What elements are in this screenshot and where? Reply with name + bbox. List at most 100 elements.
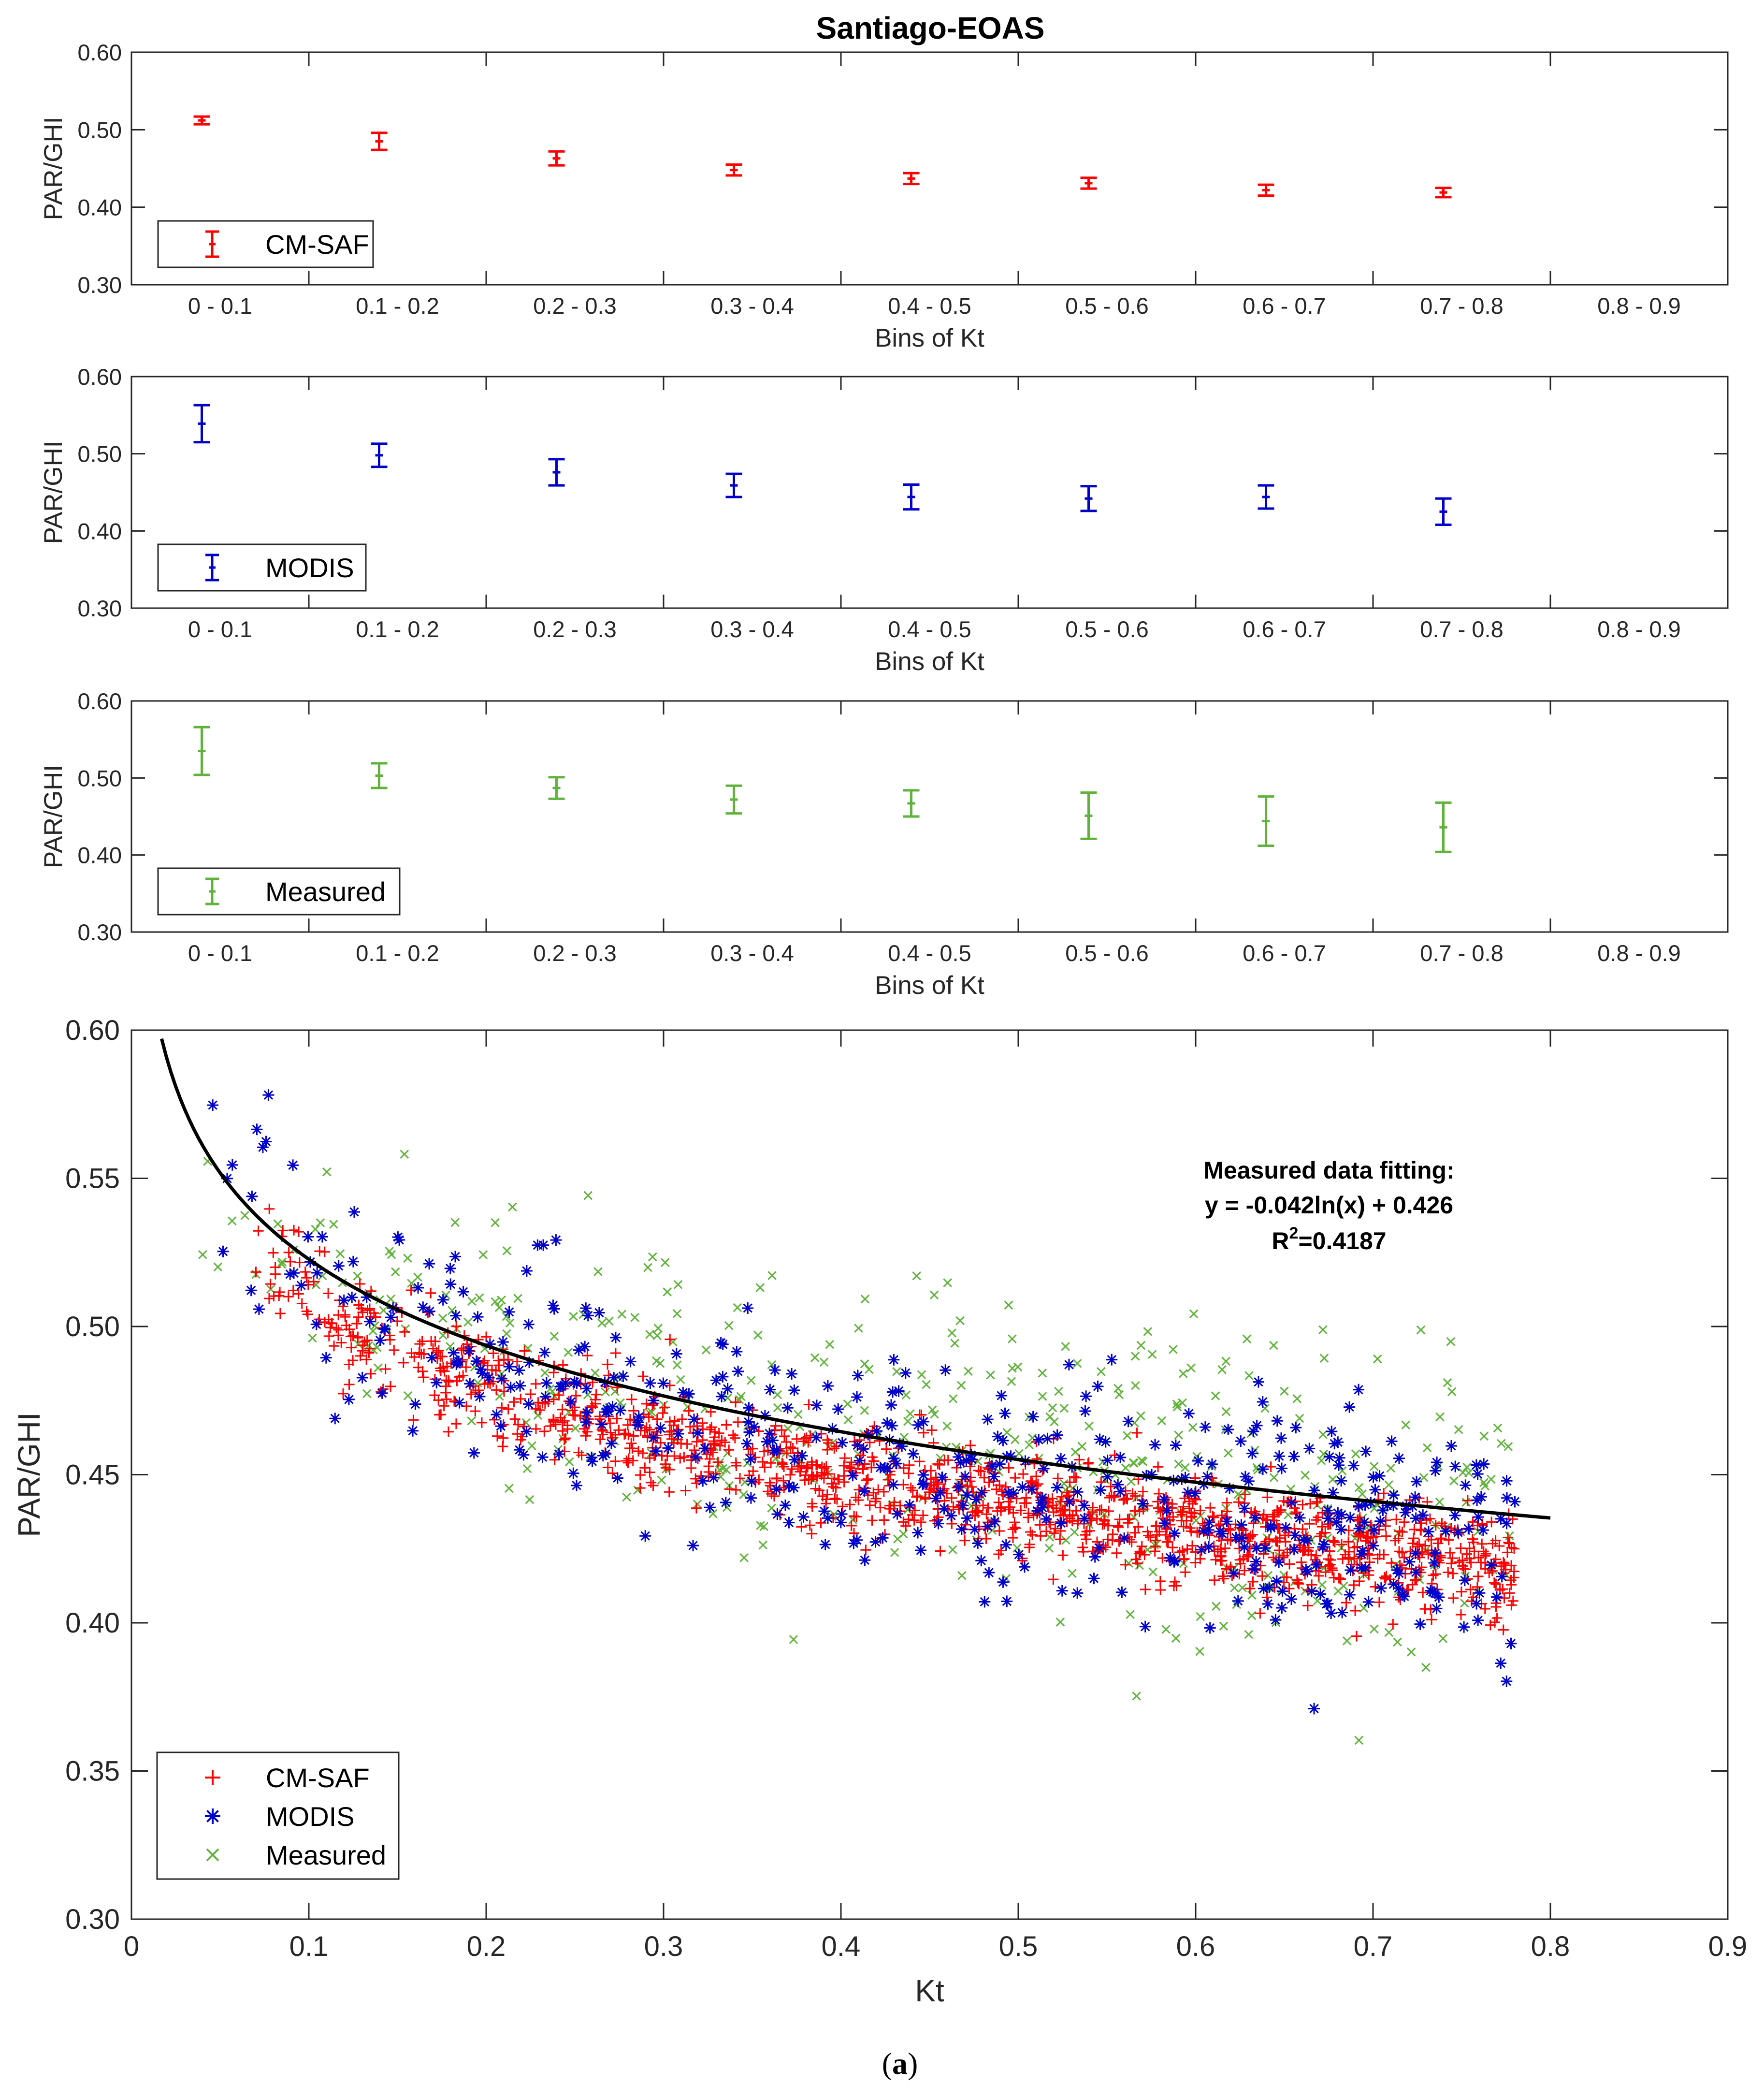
data-point <box>1315 1531 1326 1542</box>
x-tick-label: 0.1 <box>289 1931 329 1962</box>
data-point <box>1308 1703 1320 1715</box>
data-point <box>1332 1507 1344 1519</box>
data-point <box>911 1491 922 1502</box>
data-point <box>1038 1369 1047 1378</box>
data-point <box>677 1386 689 1399</box>
data-point <box>1443 1567 1454 1578</box>
data-point <box>1351 1631 1362 1642</box>
data-point <box>1458 1621 1470 1633</box>
data-point <box>1455 1543 1466 1554</box>
data-point <box>875 1502 886 1513</box>
data-point <box>530 1403 541 1414</box>
legend-box <box>156 1751 400 1880</box>
data-point <box>1247 1426 1259 1438</box>
data-point <box>1388 1618 1399 1630</box>
data-point <box>430 1336 441 1347</box>
data-point <box>437 1294 449 1306</box>
data-point <box>621 1455 632 1466</box>
data-point <box>1179 1472 1191 1484</box>
data-point <box>1051 1429 1063 1441</box>
data-point <box>1221 1516 1233 1528</box>
data-point <box>1428 1557 1440 1569</box>
data-point <box>448 1306 457 1315</box>
x-tick-label: 0.8 - 0.9 <box>1597 940 1680 966</box>
data-point <box>1358 1489 1367 1499</box>
data-point <box>472 1311 484 1323</box>
data-point <box>1478 1546 1489 1557</box>
data-point <box>540 1368 550 1378</box>
data-point <box>645 1329 654 1339</box>
data-point <box>568 1376 580 1388</box>
data-point <box>1094 1433 1106 1445</box>
errorbar-mark <box>1435 497 1452 526</box>
data-point <box>779 1430 790 1442</box>
data-point <box>683 1405 694 1416</box>
data-point <box>1240 1489 1251 1500</box>
data-point <box>663 1287 672 1297</box>
data-point <box>227 1216 237 1225</box>
data-point <box>1032 1478 1043 1489</box>
data-point <box>1169 1527 1181 1539</box>
errorbar-mark <box>725 784 742 815</box>
data-point <box>1242 1334 1252 1344</box>
data-point <box>250 1267 261 1278</box>
data-point <box>1061 1341 1070 1351</box>
data-point <box>729 1432 740 1443</box>
data-point <box>882 1474 894 1485</box>
data-point <box>300 1267 311 1278</box>
data-point <box>1474 1527 1483 1536</box>
y-tick-label: 0.60 <box>78 40 122 65</box>
data-point <box>1170 1439 1182 1451</box>
fit-curve <box>160 1038 1551 1520</box>
data-point <box>450 1358 463 1370</box>
errorbar-mark <box>903 483 920 511</box>
data-point <box>1122 1494 1133 1505</box>
data-point <box>644 1453 655 1464</box>
data-point <box>1393 1567 1405 1579</box>
data-point <box>1004 1501 1015 1513</box>
data-point <box>284 1268 296 1280</box>
data-point <box>871 1425 883 1437</box>
data-point <box>1420 1540 1431 1551</box>
data-point <box>443 1376 454 1387</box>
data-point <box>597 1450 609 1462</box>
data-point <box>1490 1535 1501 1546</box>
data-point <box>1089 1551 1101 1563</box>
data-point <box>628 1405 639 1416</box>
data-point <box>1262 1492 1273 1503</box>
data-point <box>601 1387 610 1397</box>
legend-box <box>157 543 367 592</box>
data-point <box>1120 1559 1131 1570</box>
data-point <box>385 1312 397 1324</box>
data-point <box>1367 1471 1379 1483</box>
data-point <box>773 1390 782 1399</box>
data-point <box>498 1354 509 1365</box>
data-point <box>690 1473 701 1484</box>
data-point <box>736 1392 746 1401</box>
data-point <box>263 1293 275 1304</box>
data-point <box>600 1406 612 1418</box>
data-point <box>582 1310 594 1322</box>
data-point <box>1186 1526 1197 1537</box>
data-point <box>936 1471 948 1483</box>
data-point <box>870 1493 882 1504</box>
data-point <box>1036 1501 1048 1514</box>
data-point <box>1454 1425 1463 1434</box>
data-point <box>444 1262 456 1274</box>
data-point <box>1171 1633 1181 1643</box>
data-point <box>537 1239 549 1251</box>
data-point <box>965 1476 976 1487</box>
data-point <box>268 1291 279 1302</box>
data-point <box>1007 1532 1018 1544</box>
data-point <box>1501 1517 1513 1530</box>
data-point <box>1129 1490 1141 1501</box>
data-point <box>478 1250 488 1259</box>
data-point <box>1446 1558 1457 1569</box>
data-point <box>1038 1392 1047 1401</box>
data-point <box>727 1429 738 1441</box>
data-point <box>582 1350 593 1361</box>
data-point <box>531 1423 542 1434</box>
data-point <box>527 1441 536 1451</box>
data-point <box>570 1390 581 1401</box>
